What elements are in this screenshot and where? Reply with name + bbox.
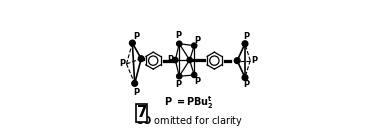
Text: P: P	[194, 77, 200, 86]
Circle shape	[187, 57, 192, 63]
Text: $\mathbf{CO}$ omitted for clarity: $\mathbf{CO}$ omitted for clarity	[135, 114, 243, 128]
Text: P: P	[175, 31, 181, 40]
Circle shape	[234, 58, 240, 63]
Circle shape	[242, 75, 248, 80]
Circle shape	[192, 72, 197, 78]
Text: P: P	[133, 88, 139, 97]
Circle shape	[138, 56, 144, 62]
Circle shape	[177, 74, 182, 79]
Text: P: P	[168, 55, 174, 65]
Text: P: P	[243, 80, 249, 89]
Circle shape	[177, 41, 182, 46]
Text: P: P	[133, 32, 139, 41]
Circle shape	[130, 40, 135, 46]
Text: $\mathbf{P}$ $\mathbf{= PBu}^{\mathbf{t}}_{\mathbf{2}}$: $\mathbf{P}$ $\mathbf{= PBu}^{\mathbf{t}…	[164, 95, 214, 111]
Circle shape	[132, 81, 138, 86]
Text: P: P	[194, 36, 200, 45]
Text: P: P	[175, 80, 181, 89]
Circle shape	[173, 57, 178, 63]
Text: P: P	[119, 59, 125, 68]
Text: 7: 7	[137, 105, 147, 120]
Circle shape	[192, 43, 197, 48]
FancyBboxPatch shape	[136, 104, 147, 122]
Circle shape	[242, 41, 248, 47]
Text: P: P	[243, 32, 249, 41]
Text: P: P	[251, 56, 257, 65]
